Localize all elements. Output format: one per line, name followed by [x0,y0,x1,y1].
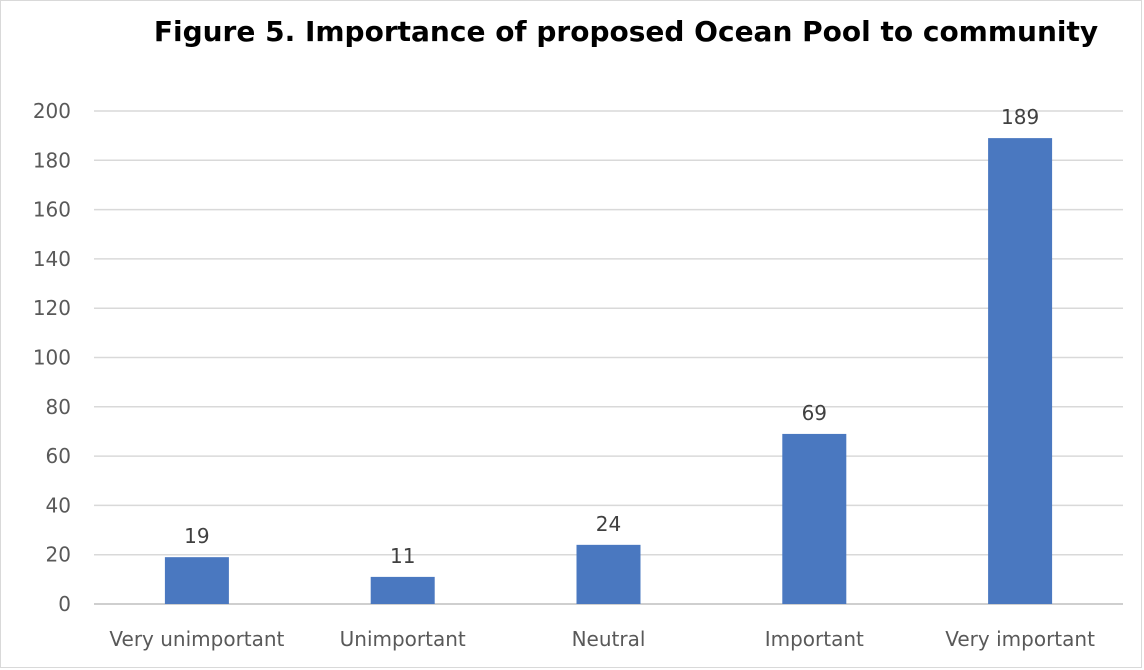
bar [988,138,1053,605]
data-label: 11 [390,544,415,568]
data-label: 19 [184,524,209,548]
y-tick-label: 80 [46,395,71,419]
data-label: 24 [596,512,621,536]
data-labels: 19 11 24 69 189 [184,105,1039,568]
y-tick-label: 60 [46,444,71,468]
bars [164,138,1053,605]
y-axis-ticks: 0 20 40 60 80 100 120 140 160 180 200 [33,99,71,616]
y-tick-label: 20 [46,543,71,567]
bar [370,576,435,604]
x-category-label: Very unimportant [109,627,284,651]
y-tick-label: 180 [33,148,71,172]
y-tick-label: 120 [33,296,71,320]
y-tick-label: 160 [33,198,71,222]
y-tick-label: 0 [58,592,71,616]
data-label: 69 [802,401,827,425]
data-label: 189 [1001,105,1039,129]
y-tick-label: 40 [46,493,71,517]
bar [782,433,847,604]
y-tick-label: 100 [33,346,71,370]
y-tick-label: 200 [33,99,71,123]
x-axis-labels: Very unimportant Unimportant Neutral Import… [109,627,1095,651]
bar [164,557,229,604]
y-tick-label: 140 [33,247,71,271]
x-category-label: Neutral [572,627,646,651]
bar [576,544,641,604]
x-category-label: Unimportant [340,627,466,651]
x-category-label: Very important [945,627,1095,651]
chart-title: Figure 5. Importance of proposed Ocean P… [153,15,1099,48]
x-category-label: Important [765,627,864,651]
